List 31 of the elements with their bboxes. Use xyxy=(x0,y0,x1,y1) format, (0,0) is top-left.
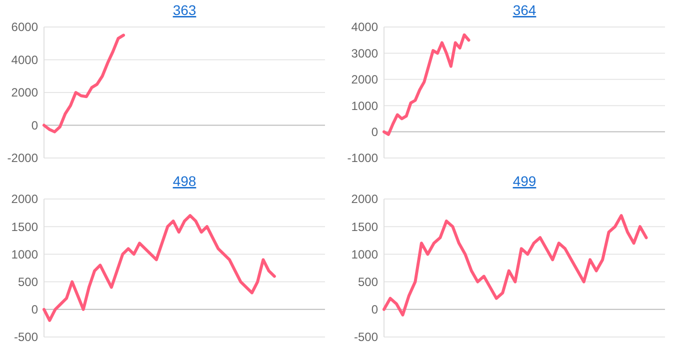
y-tick-label: 2000 xyxy=(351,192,378,206)
chart-title: 363 xyxy=(172,2,196,18)
y-tick-label: 3000 xyxy=(351,46,378,60)
y-tick-label: 1000 xyxy=(11,247,38,262)
y-tick-label: 500 xyxy=(18,275,38,289)
y-tick-label: 2000 xyxy=(11,86,38,100)
y-tick-label: -500 xyxy=(14,330,38,344)
y-tick-label: -500 xyxy=(354,330,378,344)
y-tick-label: 0 xyxy=(31,118,38,132)
y-tick-label: 0 xyxy=(371,302,378,317)
y-tick-label: 0 xyxy=(371,125,378,139)
y-tick-label: 1000 xyxy=(351,98,378,113)
line-series xyxy=(42,34,126,134)
y-tick-label: 2000 xyxy=(11,192,38,206)
y-tick-label: -1000 xyxy=(347,151,378,166)
y-tick-label: 1500 xyxy=(11,220,38,234)
chart-title: 364 xyxy=(512,2,536,18)
y-tick-label: 2000 xyxy=(351,72,378,87)
y-tick-label: 0 xyxy=(31,302,38,317)
y-tick-label: 4000 xyxy=(11,52,38,67)
y-tick-label: 1000 xyxy=(351,247,378,262)
line-series xyxy=(382,33,470,136)
y-tick-label: 1500 xyxy=(351,220,378,234)
y-tick-label: 4000 xyxy=(351,20,378,34)
y-tick-label: 500 xyxy=(358,275,378,289)
y-tick-label: -2000 xyxy=(7,151,38,166)
line-series xyxy=(42,214,276,322)
y-tick-label: 6000 xyxy=(11,20,38,34)
chart-title: 498 xyxy=(172,173,196,189)
line-series xyxy=(382,214,648,316)
chart-title: 499 xyxy=(512,173,536,189)
